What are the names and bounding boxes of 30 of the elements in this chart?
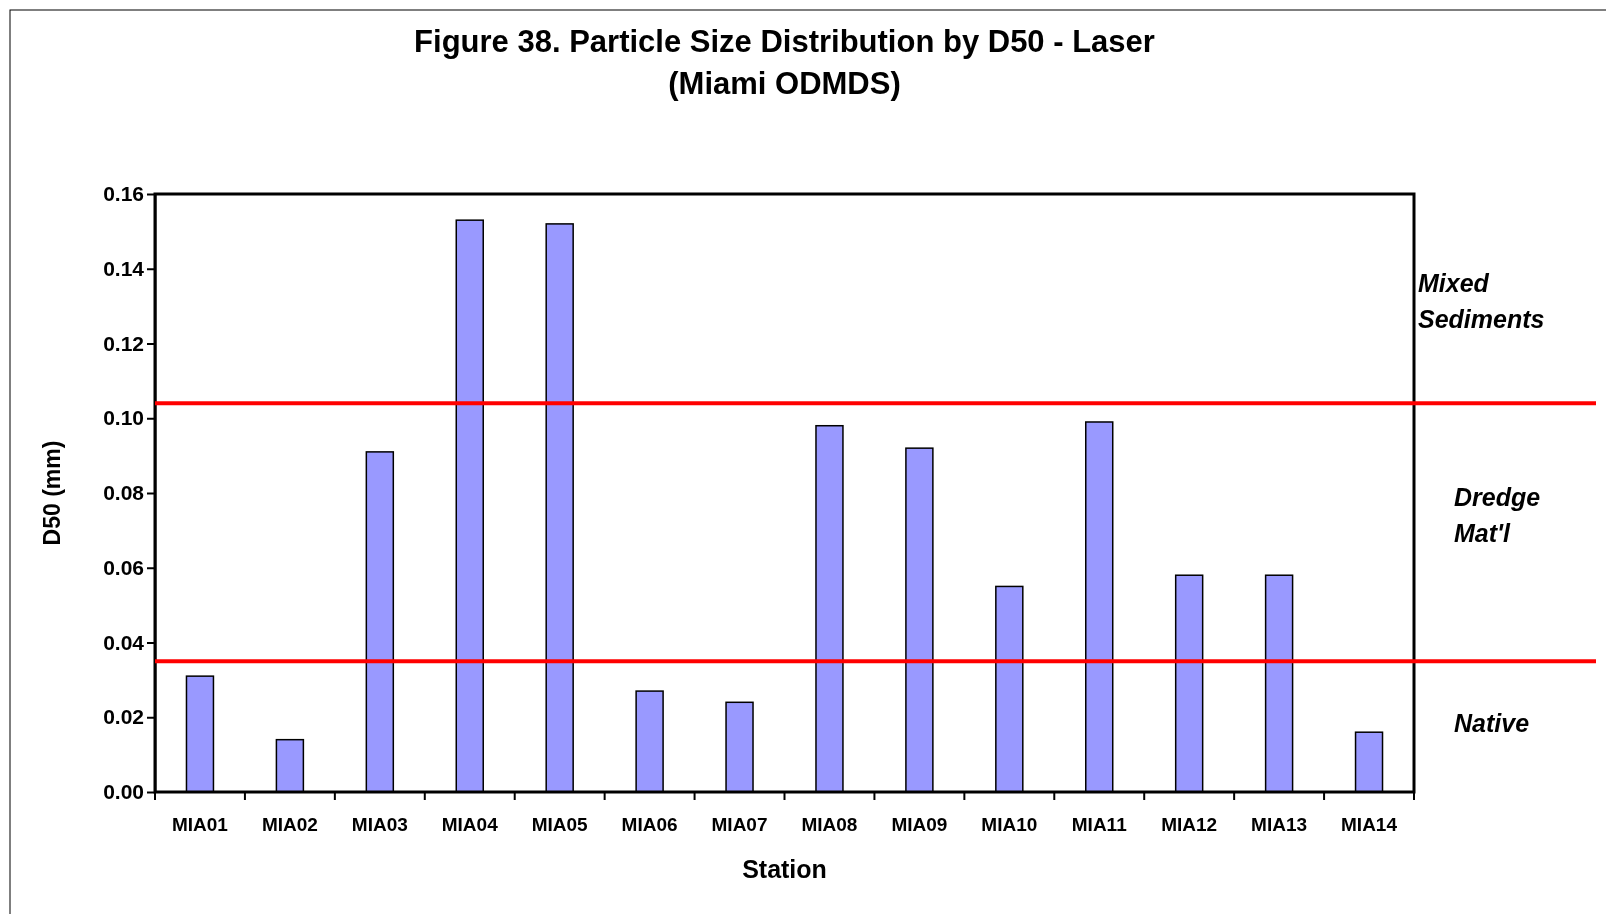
x-tick-label: MIA14 [1341, 814, 1398, 835]
y-tick-label: 0.00 [103, 780, 144, 804]
y-tick-label: 0.16 [103, 182, 144, 206]
y-tick-label: 0.02 [103, 705, 144, 729]
y-tick-label: 0.14 [103, 256, 145, 280]
x-tick-label: MIA06 [621, 814, 678, 835]
y-tick-label: 0.06 [103, 555, 144, 579]
y-tick-label: 0.04 [103, 630, 145, 654]
x-tick-label: MIA02 [261, 814, 318, 835]
x-tick-label: MIA05 [531, 814, 589, 835]
text: Dredge Mat'l [1454, 483, 1541, 547]
text: Mixed Sediments [1418, 269, 1545, 333]
x-tick-label: MIA01 [171, 814, 229, 835]
x-axis-title: Station [742, 855, 827, 883]
y-tick-label: 0.12 [103, 331, 144, 355]
x-tick-label: MIA13 [1251, 814, 1308, 835]
chart-title: Figure 38. Particle Size Distribution by D50 - Laser [414, 24, 1155, 59]
x-tick-label: MIA08 [801, 814, 858, 835]
chart-subtitle: (Miami ODMDS) [668, 66, 901, 101]
x-tick-label: MIA03 [351, 814, 408, 835]
x-tick-label: MIA10 [981, 814, 1038, 835]
text: Native [1454, 709, 1530, 737]
x-tick-label: MIA07 [711, 814, 768, 835]
y-tick-label: 0.10 [103, 406, 144, 430]
x-tick-label: MIA09 [891, 814, 948, 835]
x-tick-label: MIA04 [441, 814, 499, 835]
y-axis-title: D50 (mm) [39, 440, 65, 546]
x-tick-label: MIA11 [1071, 814, 1128, 835]
x-tick-label: MIA12 [1161, 814, 1218, 835]
y-tick-label: 0.08 [103, 481, 145, 505]
